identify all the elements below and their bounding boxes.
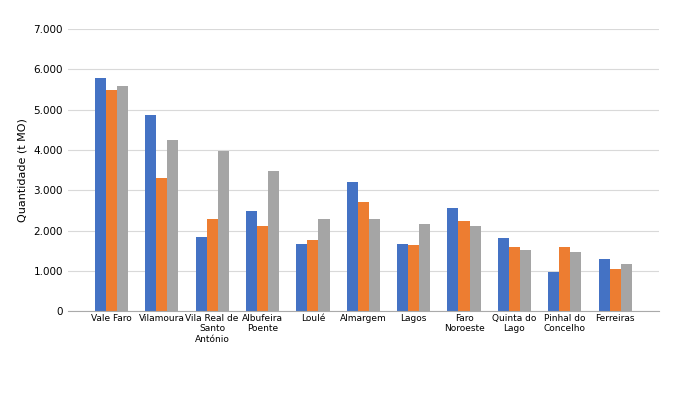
Bar xyxy=(520,250,531,311)
Bar xyxy=(218,151,229,311)
Bar xyxy=(447,208,458,311)
Bar xyxy=(358,202,369,311)
Y-axis label: Quantidade (t MO): Quantidade (t MO) xyxy=(18,118,28,222)
Bar xyxy=(268,171,279,311)
Bar xyxy=(570,251,581,311)
Bar xyxy=(318,220,329,311)
Bar xyxy=(257,226,268,311)
Bar xyxy=(106,90,117,311)
Bar xyxy=(167,140,179,311)
Bar xyxy=(470,226,481,311)
Bar xyxy=(408,245,419,311)
Bar xyxy=(610,269,621,311)
Bar xyxy=(156,178,167,311)
Bar xyxy=(145,115,156,311)
Bar xyxy=(498,238,509,311)
Bar xyxy=(548,272,559,311)
Bar xyxy=(458,220,470,311)
Bar xyxy=(246,211,257,311)
Bar xyxy=(308,240,318,311)
Bar xyxy=(206,219,218,311)
Bar xyxy=(509,247,520,311)
Bar xyxy=(296,244,308,311)
Bar xyxy=(95,78,106,311)
Bar xyxy=(598,259,610,311)
Bar xyxy=(397,244,408,311)
Bar xyxy=(117,86,128,311)
Bar xyxy=(369,219,380,311)
Bar xyxy=(347,182,358,311)
Bar xyxy=(196,237,206,311)
Bar xyxy=(419,224,430,311)
Bar xyxy=(559,247,570,311)
Bar xyxy=(621,264,631,311)
